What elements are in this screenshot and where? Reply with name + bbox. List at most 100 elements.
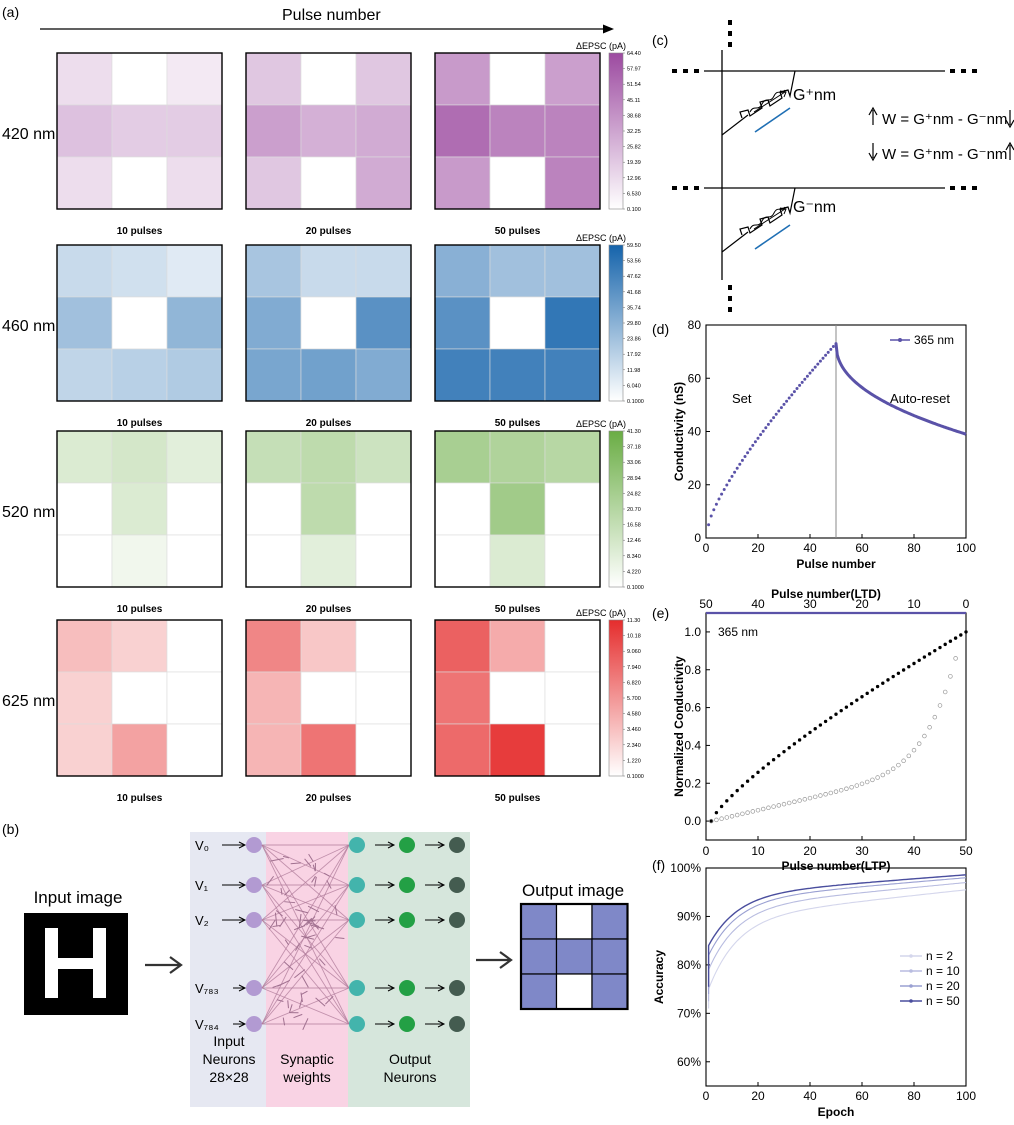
x2-tick-label: 40 <box>751 597 765 611</box>
heatmap-cell <box>489 534 546 588</box>
heatmap: 50 pulses <box>434 244 601 429</box>
weight-mark <box>301 975 309 988</box>
weight-mark <box>318 958 326 966</box>
pulse-count-label: 10 pulses <box>117 226 163 237</box>
synapse-line <box>261 919 350 1025</box>
weight-mark <box>282 1017 286 1026</box>
output-neuron <box>399 877 415 893</box>
output-neuron <box>449 912 465 928</box>
heatmap: 20 pulses <box>245 244 412 429</box>
heatmap-cell <box>489 104 546 158</box>
input-neuron <box>246 837 262 853</box>
ltp-point <box>787 746 791 750</box>
ltp-point <box>870 688 875 692</box>
weight-equation-1: W = G⁺nm - G⁻nm <box>882 111 1007 128</box>
data-point <box>800 380 804 384</box>
colorbar: ΔEPSC (pA)41.30 37.18 33.06 28.94 24.82 20.70… <box>576 419 644 591</box>
colorbar-title: ΔEPSC (pA) <box>576 233 626 243</box>
heatmap-cell <box>56 296 113 350</box>
heatmap-cell <box>166 671 223 725</box>
x-axis-label: Pulse number(LTP) <box>781 859 890 873</box>
heatmap-cell <box>245 723 302 777</box>
weight-mark <box>306 916 316 926</box>
weight-mark <box>293 925 306 931</box>
x-tick-label: 50 <box>959 844 973 858</box>
legend-label: n = 50 <box>926 994 960 1008</box>
input-image-label: Input image <box>34 888 123 907</box>
heatmap-cell <box>166 244 223 298</box>
pulse-count-label: 10 pulses <box>117 793 163 804</box>
heatmap-row-3: 625 nm 10 pulses 20 pulses 50 pulses ΔEPSC (… <box>2 608 644 804</box>
colorbar-tick: 20.70 <box>627 507 641 513</box>
heatmap-cell <box>489 430 546 484</box>
colorbar-tick: 11.98 <box>627 368 640 374</box>
pulse-count-label: 50 pulses <box>495 226 541 237</box>
arrow-icon <box>425 916 446 924</box>
heatmap-cell <box>56 104 113 158</box>
ltp-point <box>922 655 927 659</box>
data-point <box>792 390 796 394</box>
colorbar: ΔEPSC (pA)11.30 10.18 9.060 7.940 6.820 5.700… <box>576 608 644 780</box>
output-pixel <box>555 973 593 1010</box>
data-point <box>811 368 815 372</box>
ltd-point <box>760 806 766 812</box>
auto-reset-series <box>834 343 967 436</box>
weight-mark <box>311 875 316 883</box>
heatmap-cell <box>166 534 223 588</box>
data-point <box>764 426 768 430</box>
data-point <box>826 350 830 354</box>
panel-b: (b) Input image V₀ V₁ V₂ V₇₈₃ V₇₈₄ Input Neu… <box>2 821 629 1107</box>
colorbar-tick: 8.340 <box>627 554 641 560</box>
heatmap-cell <box>111 723 168 777</box>
x-tick-label: 40 <box>803 541 817 555</box>
memristor-g-plus <box>721 70 796 136</box>
heatmap-cell <box>245 52 302 106</box>
output-neuron <box>349 837 365 853</box>
synapse-line <box>261 884 350 921</box>
heatmap-cell <box>166 430 223 484</box>
ltp-point <box>725 799 729 803</box>
heatmap-cell <box>111 482 168 536</box>
x-tick-label: 80 <box>907 541 921 555</box>
output-pixel <box>591 973 629 1010</box>
heatmap-cell <box>245 482 302 536</box>
plot-frame <box>705 867 967 1087</box>
heatmap-cell <box>544 348 601 402</box>
ltd-point <box>880 772 886 778</box>
heatmap-cell <box>434 671 491 725</box>
heatmap-cell <box>300 723 357 777</box>
y-tick-label: 80 <box>688 318 702 332</box>
colorbar-tick: 12.46 <box>627 538 641 544</box>
input-arrow-icon <box>233 984 247 992</box>
panel-f-label: (f) <box>652 857 665 873</box>
ltp-point <box>771 758 776 762</box>
ltp-point <box>761 766 765 770</box>
ltd-point <box>890 766 896 772</box>
ltd-point <box>937 703 943 708</box>
heatmap-cell <box>489 723 546 777</box>
weight-mark <box>298 998 303 1008</box>
heatmap-row-2: 520 nm 10 pulses 20 pulses 50 pulses ΔEPSC (… <box>2 419 644 615</box>
arrow-icon <box>375 841 396 849</box>
colorbar-tick: 32.25 <box>627 129 641 135</box>
data-point <box>829 347 833 351</box>
output-image-frame <box>519 902 629 1011</box>
ltd-point <box>729 814 735 819</box>
input-neurons-line1: Input <box>213 1033 244 1049</box>
ltp-point <box>865 691 869 696</box>
panel-d-label: (d) <box>652 321 669 337</box>
ltp-point <box>829 716 833 720</box>
ltd-point <box>776 803 782 808</box>
arrow-icon <box>375 1020 396 1028</box>
colorbar-tick: 0.1000 <box>627 585 644 591</box>
heatmap-cell <box>166 619 223 673</box>
weight-mark <box>304 934 316 939</box>
heatmap-cell <box>544 52 601 106</box>
colorbar-tick: 59.50 <box>627 243 641 249</box>
data-point <box>790 393 794 397</box>
x-tick-label: 0 <box>703 844 710 858</box>
ltd-point <box>745 810 750 815</box>
x-tick-label: 40 <box>803 1089 817 1103</box>
heatmap-cell <box>245 104 302 158</box>
heatmap-cell <box>544 430 601 484</box>
